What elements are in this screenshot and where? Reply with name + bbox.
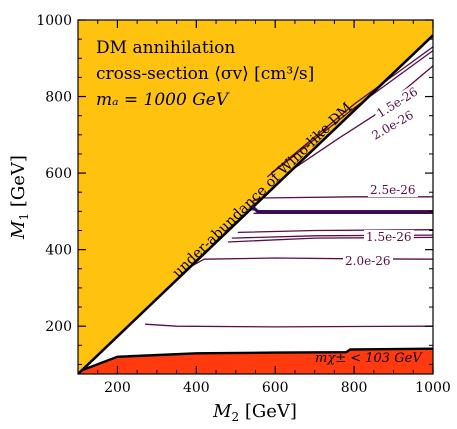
contour-line xyxy=(270,46,433,174)
y-axis-label: M1 [GeV] xyxy=(8,155,31,240)
y-tick-label: 600 xyxy=(45,166,72,182)
x-tick-label: 200 xyxy=(104,380,131,396)
x-tick-label: 600 xyxy=(262,380,289,396)
underabundance-region xyxy=(78,20,433,374)
contour-line xyxy=(266,50,433,178)
x-tick-label: 400 xyxy=(183,380,210,396)
x-axis-label: M2 [GeV] xyxy=(212,401,297,424)
title-line-2: cross-section ⟨σv⟩ [cm³/s] xyxy=(96,64,314,84)
y-tick-label: 400 xyxy=(45,243,72,259)
contour-label-bg xyxy=(367,106,419,144)
chargino-boundary-line xyxy=(81,347,433,372)
axis-ticks: 200 400 600 800 1000 200 400 600 800 1000 xyxy=(36,13,450,396)
x-tick-label: 1000 xyxy=(415,380,451,396)
contour-line xyxy=(237,229,433,234)
contour-label-bg xyxy=(368,183,418,197)
x-tick-label: 800 xyxy=(341,380,368,396)
underabundance-boundary-line xyxy=(78,34,433,374)
contour-label: 2.5e-26 xyxy=(370,183,416,197)
y-tick-label: 1000 xyxy=(36,13,72,29)
contour-line xyxy=(145,323,433,328)
contour-label-bg xyxy=(372,83,423,122)
title-line-1: DM annihilation xyxy=(96,38,235,58)
contour-label-bg xyxy=(364,230,414,244)
y-tick-label: 800 xyxy=(45,90,72,106)
y-tick-label: 200 xyxy=(45,319,72,335)
thick-contour-band xyxy=(250,204,433,214)
contour-label: 1.5e-26 xyxy=(366,230,412,244)
contour-label: 2.0e-26 xyxy=(345,254,391,268)
contour-label-bg xyxy=(343,254,393,268)
title-line-3: mₐ = 1000 GeV xyxy=(96,90,230,110)
chargino-label: mχ± < 103 GeV xyxy=(315,351,423,366)
